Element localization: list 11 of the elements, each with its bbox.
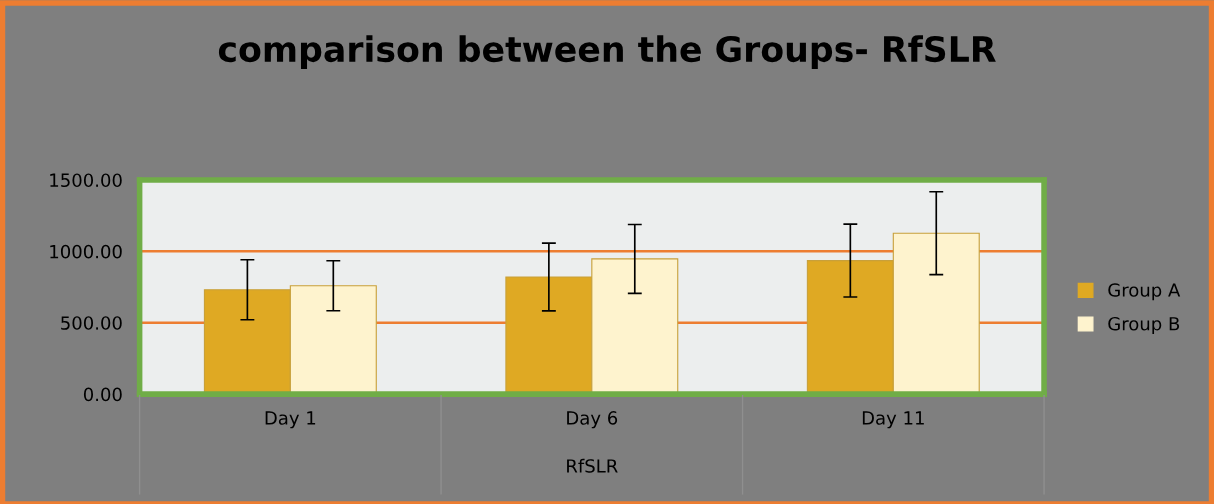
chart-title: comparison between the Groups- RfSLR	[218, 35, 996, 69]
y-tick-label: 1500.00	[50, 173, 122, 188]
x-tick-label: Day 6	[567, 411, 618, 429]
y-tick-label: 500.00	[61, 316, 122, 330]
legend-label: Group A	[1108, 283, 1181, 301]
y-tick-label: 1000.00	[50, 244, 122, 259]
x-tick-label: Day 11	[862, 411, 924, 429]
x-axis-title: RfSLR	[567, 458, 618, 473]
x-tick-label: Day 1	[265, 411, 316, 429]
legend-label: Group B	[1108, 316, 1180, 335]
y-tick-label: 0.00	[83, 387, 122, 402]
